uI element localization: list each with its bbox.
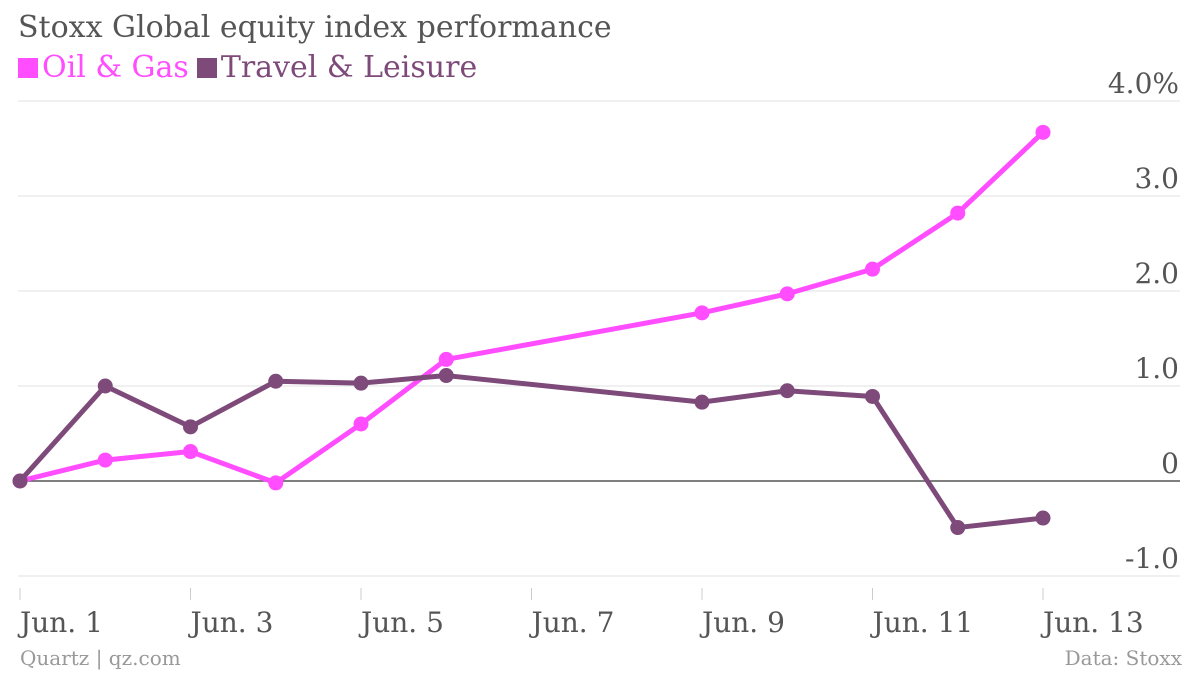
data-point-oil-gas: [353, 416, 369, 432]
y-tick-label: 3.0: [1134, 162, 1179, 195]
x-tick-label: Jun. 9: [699, 606, 785, 639]
x-tick-label: Jun. 7: [529, 606, 615, 639]
series-layer: [12, 124, 1051, 536]
x-axis-ticks: Jun. 1 Jun. 3 Jun. 5 Jun. 7 Jun. 9 Jun. 11 Jun…: [17, 588, 1144, 639]
data-point-travel-leisure: [950, 520, 966, 536]
data-point-oil-gas: [183, 444, 198, 460]
x-tick-label: Jun. 11: [870, 606, 974, 639]
data-point-oil-gas: [950, 205, 966, 221]
data-point-oil-gas: [1035, 124, 1051, 140]
x-tick-label: Jun. 5: [358, 606, 444, 639]
y-tick-label: 0: [1161, 447, 1179, 480]
data-point-oil-gas: [97, 452, 113, 468]
legend: Oil & Gas Travel & Leisure: [18, 50, 477, 85]
chart-title: Stoxx Global equity index performance: [18, 10, 612, 45]
data-point-travel-leisure: [97, 378, 113, 394]
y-tick-label: 1.0: [1134, 352, 1179, 385]
grid-lines: [18, 100, 1180, 577]
data-point-travel-leisure: [353, 375, 369, 391]
y-tick-label: -1.0: [1125, 542, 1179, 575]
data-point-travel-leisure: [183, 419, 198, 435]
x-tick-label: Jun. 1: [17, 606, 103, 639]
x-tick-label: Jun. 13: [1040, 606, 1144, 639]
legend-swatch-oil-gas: [18, 57, 38, 78]
legend-item-travel-leisure: Travel & Leisure: [196, 50, 478, 85]
data-point-oil-gas: [438, 351, 454, 367]
x-tick-label: Jun. 3: [188, 606, 274, 639]
data-point-oil-gas: [865, 261, 880, 277]
series-line-oil-gas: [17, 129, 1046, 486]
data-point-travel-leisure: [268, 373, 284, 389]
data-point-oil-gas: [779, 286, 795, 302]
data-point-oil-gas: [268, 475, 284, 491]
legend-item-oil-gas: Oil & Gas: [18, 50, 189, 85]
y-axis-ticks: 4.0% 3.0 2.0 1.0 0 -1.0: [1108, 67, 1179, 575]
legend-swatch-travel-leisure: [196, 57, 217, 78]
footer-data-credit: Data: Stoxx: [1064, 646, 1182, 670]
data-point-travel-leisure: [865, 388, 880, 404]
data-point-oil-gas: [694, 305, 710, 321]
data-point-travel-leisure: [12, 473, 28, 489]
y-tick-label: 2.0: [1134, 257, 1179, 290]
y-tick-label: 4.0%: [1108, 67, 1179, 100]
data-point-travel-leisure: [1035, 510, 1051, 526]
footer-source-quartz: Quartz | qz.com: [20, 646, 181, 670]
data-point-travel-leisure: [694, 394, 710, 410]
legend-label-travel-leisure: Travel & Leisure: [220, 50, 478, 85]
legend-label-oil-gas: Oil & Gas: [42, 50, 189, 85]
data-point-travel-leisure: [438, 368, 454, 384]
data-point-travel-leisure: [779, 383, 795, 399]
